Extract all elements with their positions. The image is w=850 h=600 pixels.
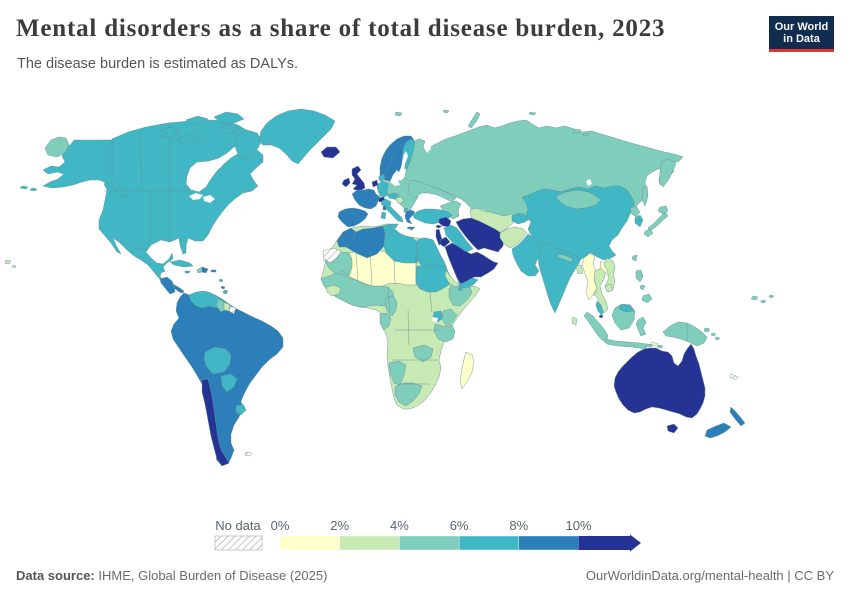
svg-text:2%: 2% xyxy=(330,518,349,533)
svg-text:No data: No data xyxy=(215,518,261,533)
svg-text:4%: 4% xyxy=(390,518,409,533)
svg-text:6%: 6% xyxy=(450,518,469,533)
svg-text:10%: 10% xyxy=(565,518,591,533)
svg-text:0%: 0% xyxy=(271,518,290,533)
svg-text:8%: 8% xyxy=(509,518,528,533)
